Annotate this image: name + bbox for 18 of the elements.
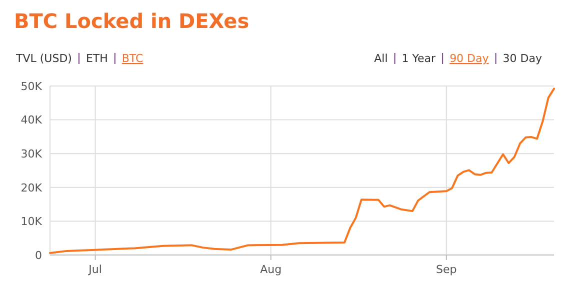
text: 30 Day [502, 52, 542, 65]
chart-title: BTC Locked in DEXes [14, 9, 250, 33]
x-tick-label: Jul [88, 263, 102, 276]
text: All [374, 52, 388, 65]
x-tick-label: Sep [436, 263, 457, 276]
text: 1 Year [402, 52, 436, 65]
line-series [49, 88, 555, 254]
y-tick-label: 10K [20, 215, 43, 228]
text: BTC [122, 52, 144, 65]
y-tick-label: 50K [20, 80, 43, 93]
y-tick-label: 30K [20, 147, 43, 160]
y-tick-label: 40K [20, 114, 43, 127]
text: ETH [86, 52, 108, 65]
x-tick-label: Aug [260, 263, 282, 276]
text: 90 Day [450, 52, 490, 65]
y-tick-label: 20K [20, 181, 43, 194]
y-tick-label: 0 [35, 248, 42, 262]
text: TVL (USD) [15, 52, 72, 65]
